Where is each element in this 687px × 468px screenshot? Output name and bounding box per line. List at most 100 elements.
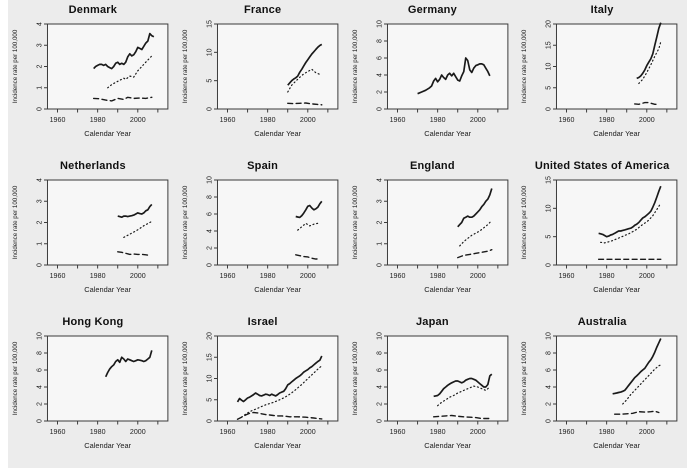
y-tick-label: 15 bbox=[206, 353, 213, 361]
y-tick-label: 4 bbox=[546, 385, 553, 389]
x-tick-label: 2000 bbox=[639, 116, 655, 124]
series-dotted bbox=[286, 68, 321, 93]
series-dashed bbox=[286, 102, 323, 106]
y-tick-label: 15 bbox=[546, 176, 553, 184]
y-tick-label: 20 bbox=[546, 20, 553, 28]
plot-frame bbox=[46, 335, 169, 422]
chart-svg: 1960 1980 2000 0 5 10 15 Calendar Year Incidence… bbox=[521, 176, 678, 294]
y-axis-label: Incidence rate per 100,000 bbox=[182, 185, 189, 259]
series-solid bbox=[286, 43, 322, 86]
y-tick-label: 4 bbox=[376, 73, 383, 77]
chart-svg: 1960 1980 2000 0 2 4 6 8 10 Calendar Year Incidenc… bbox=[521, 332, 678, 450]
chart-panel-spain: Spain 1960 1980 2000 0 2 4 6 8 10 Calendar Year In… bbox=[178, 156, 348, 312]
series-dotted bbox=[107, 55, 153, 89]
y-tick-label: 5 bbox=[546, 86, 553, 90]
x-tick-label: 1980 bbox=[260, 116, 276, 124]
x-tick-label: 2000 bbox=[639, 428, 655, 436]
y-tick-label: 10 bbox=[206, 176, 213, 184]
y-tick-label: 6 bbox=[376, 368, 383, 372]
chart-title: United States of America bbox=[534, 160, 670, 172]
x-axis-label: Calendar Year bbox=[254, 441, 301, 450]
plot-frame bbox=[386, 179, 508, 266]
y-tick-label: 10 bbox=[546, 204, 553, 212]
chart-svg: 1960 1980 2000 0 1 2 3 4 Calendar Year Incidence … bbox=[12, 178, 169, 294]
x-axis-label: Calendar Year bbox=[424, 129, 471, 138]
chart-title: England bbox=[409, 160, 455, 172]
x-tick-label: 2000 bbox=[300, 116, 316, 124]
x-tick-label: 1960 bbox=[559, 272, 575, 280]
chart-title: Denmark bbox=[68, 4, 118, 16]
y-tick-label: 1 bbox=[37, 242, 44, 246]
y-tick-label: 2 bbox=[37, 402, 44, 406]
x-tick-label: 1980 bbox=[260, 428, 276, 436]
plot-frame bbox=[386, 23, 508, 110]
chart-svg: 1960 1980 2000 0 1 2 3 4 Calendar Year Incidence … bbox=[351, 178, 508, 294]
y-tick-label: 8 bbox=[376, 351, 383, 355]
y-axis-label: Incidence rate per 100,000 bbox=[12, 185, 19, 259]
y-axis-label: Incidence rate per 100,000 bbox=[182, 29, 189, 103]
y-axis-label: Incidence rate per 100,000 bbox=[351, 341, 358, 415]
chart-panel-japan: Japan 1960 1980 2000 0 2 4 6 8 10 Calendar Year In… bbox=[348, 312, 518, 468]
x-tick-label: 1980 bbox=[260, 272, 276, 280]
x-tick-label: 1960 bbox=[389, 272, 405, 280]
x-tick-label: 1960 bbox=[389, 428, 405, 436]
y-tick-label: 1 bbox=[37, 86, 44, 90]
chart-panel-england: England 1960 1980 2000 0 1 2 3 4 Calendar Year In… bbox=[348, 156, 518, 312]
chart-plot: 1960 1980 2000 0 2 4 6 8 10 Calendar Year Incidenc… bbox=[348, 20, 518, 156]
x-axis-label: Calendar Year bbox=[84, 441, 131, 450]
y-tick-label: 5 bbox=[546, 235, 553, 239]
x-tick-label: 1980 bbox=[599, 272, 615, 280]
x-axis-label: Calendar Year bbox=[84, 129, 131, 138]
x-axis-label: Calendar Year bbox=[254, 129, 301, 138]
y-tick-label: 4 bbox=[37, 22, 44, 26]
chart-panel-germany: Germany 1960 1980 2000 0 2 4 6 8 10 Calendar Year… bbox=[348, 0, 518, 156]
x-tick-label: 1960 bbox=[50, 116, 66, 124]
chart-title: Spain bbox=[247, 160, 279, 172]
chart-svg: 1960 1980 2000 0 5 10 15 20 Calendar Year Inciden… bbox=[521, 20, 678, 138]
x-tick-label: 1980 bbox=[599, 116, 615, 124]
y-tick-label: 0 bbox=[37, 419, 44, 423]
y-tick-label: 4 bbox=[376, 178, 383, 182]
x-axis-label: Calendar Year bbox=[594, 441, 641, 450]
series-dotted bbox=[638, 41, 662, 85]
y-tick-label: 8 bbox=[376, 39, 383, 43]
y-axis-label: Incidence rate per 100,000 bbox=[351, 29, 358, 103]
y-tick-label: 10 bbox=[37, 332, 44, 340]
y-tick-label: 2 bbox=[376, 90, 383, 94]
chart-title: Israel bbox=[247, 316, 278, 328]
series-dotted bbox=[458, 219, 492, 247]
series-solid bbox=[236, 355, 323, 403]
series-dashed bbox=[294, 254, 321, 260]
y-axis-label: Incidence rate per 100,000 bbox=[12, 341, 19, 415]
y-tick-label: 2 bbox=[376, 220, 383, 224]
series-solid bbox=[598, 185, 662, 238]
y-tick-label: 3 bbox=[376, 199, 383, 203]
chart-svg: 1960 1980 2000 0 2 4 6 8 10 Calendar Year Incidenc… bbox=[182, 176, 339, 294]
series-dotted bbox=[600, 202, 662, 244]
x-tick-label: 1960 bbox=[50, 272, 66, 280]
series-dashed bbox=[614, 410, 660, 415]
plot-frame bbox=[216, 335, 339, 422]
x-tick-label: 1980 bbox=[429, 428, 445, 436]
chart-plot: 1960 1980 2000 0 5 10 15 Calendar Year Incidence… bbox=[517, 176, 687, 312]
y-tick-label: 6 bbox=[546, 368, 553, 372]
y-axis-label: Incidence rate per 100,000 bbox=[521, 29, 528, 103]
y-tick-label: 4 bbox=[37, 385, 44, 389]
y-tick-label: 0 bbox=[206, 419, 213, 423]
series-solid bbox=[104, 350, 153, 378]
chart-plot: 1960 1980 2000 0 1 2 3 4 Calendar Year Incidence … bbox=[8, 20, 178, 156]
series-solid bbox=[295, 200, 323, 219]
y-tick-label: 0 bbox=[546, 263, 553, 267]
x-tick-label: 2000 bbox=[469, 272, 485, 280]
left-margin-strip bbox=[0, 0, 8, 468]
series-dashed bbox=[432, 414, 492, 420]
plot-frame bbox=[556, 335, 678, 422]
series-solid bbox=[636, 22, 662, 80]
small-multiples-figure: Denmark 1960 1980 2000 0 1 2 3 4 Calendar Year In… bbox=[8, 0, 687, 468]
y-tick-label: 2 bbox=[376, 402, 383, 406]
y-tick-label: 0 bbox=[376, 107, 383, 111]
series-dashed bbox=[117, 251, 151, 257]
series-solid bbox=[93, 32, 155, 70]
chart-plot: 1960 1980 2000 0 2 4 6 8 10 Calendar Year Incidenc… bbox=[178, 176, 348, 312]
y-tick-label: 5 bbox=[206, 398, 213, 402]
